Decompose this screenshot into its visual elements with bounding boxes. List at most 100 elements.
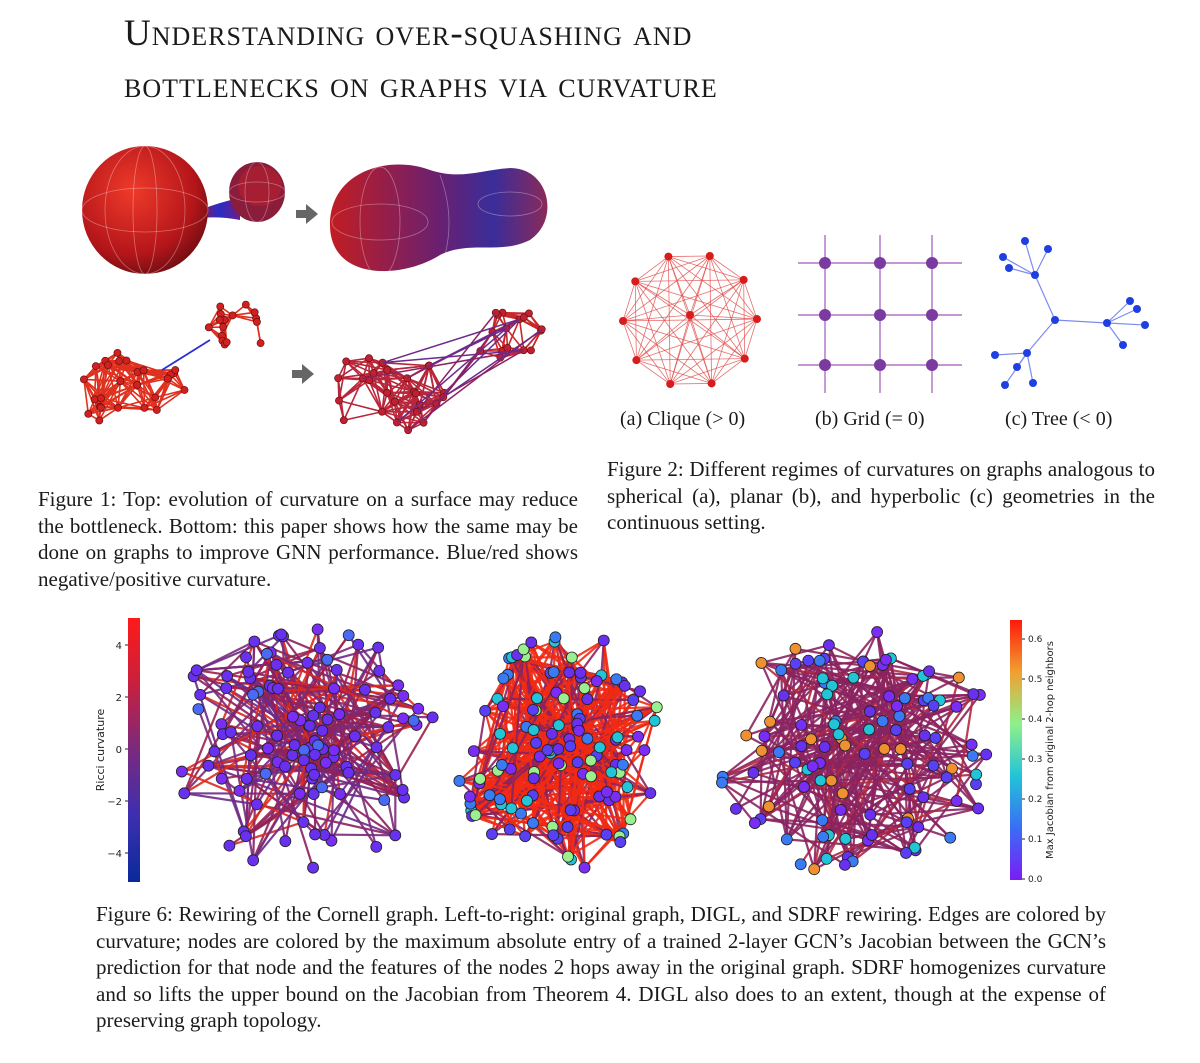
graph-node [795,740,808,753]
graph-node [383,388,392,397]
graph-node [479,704,492,717]
graph-node [407,714,420,727]
graph-node [242,665,255,678]
graph-edge [622,706,658,834]
graph-node [133,381,142,389]
subcaption-grid: (b) Grid (= 0) [815,408,925,430]
graph-node [342,629,355,642]
graph-node [541,744,554,756]
clique-edge [622,320,671,385]
graph-node [222,338,231,347]
graph-node [384,692,397,705]
graph-edge [100,397,145,409]
graph-edge [780,669,973,746]
arrow-icon [292,370,302,378]
graph-edge [278,634,399,687]
graph-node [250,798,263,811]
graph-node [503,343,512,352]
clique-edge [670,383,712,385]
graph-edge [136,384,158,411]
graph-edge [761,715,900,752]
graph-node [632,730,644,743]
graph-node [228,311,237,320]
rewired-edge [416,349,525,413]
tree-graph [991,237,1149,389]
clique-node [740,354,749,363]
grid-node [874,309,886,321]
jacobian-tick: 0.4 [1022,715,1043,725]
graph-node [397,689,410,702]
graph-node [335,396,343,405]
graph-edge [343,378,364,421]
grid-graph [798,235,962,393]
graph-edge [229,821,304,847]
graph-node [328,682,340,695]
graph-node [917,791,930,804]
graph-edge [373,372,408,380]
graph-node [396,784,409,796]
graph-edge [827,644,871,731]
graph-node [547,666,560,678]
tree-node [1119,341,1127,349]
graph-node [215,772,228,785]
clique-edge [634,281,637,361]
graph-edge [505,327,525,351]
graph-node [813,654,826,667]
ricci-tick: 2 [116,693,128,704]
graph-node [271,729,284,742]
graph-edge [600,675,617,741]
graph-node [610,673,623,686]
graph-edge [307,661,404,697]
original-small-cluster [204,300,265,349]
ricci-tick: −4 [107,849,128,860]
figure2-graphs [619,235,1149,393]
graph-edge [852,676,979,810]
graph-node [247,688,259,701]
graph-node [309,828,321,841]
graph-node [311,623,324,636]
clique-edge [635,279,744,282]
graph-node [307,709,320,722]
graph-node [600,828,613,841]
graph-edge [337,357,370,379]
tree-node [1051,316,1059,324]
clique-edge [689,314,712,384]
tree-edge [1034,274,1056,321]
graph-node [747,766,760,779]
graph-node [297,816,310,829]
clique-edge [622,314,691,322]
graph-node [906,673,919,686]
graph-node [307,788,320,801]
graph-node [114,403,122,412]
graph-node [180,386,189,394]
graph-edge [754,678,914,824]
graph-edge [239,765,286,792]
clique-node [619,316,628,325]
graph-edge [777,751,816,870]
tree-edge [1008,267,1036,276]
graph-node [923,665,936,678]
graph-edge [83,352,118,381]
clique-edge [743,279,758,320]
clique-edge [622,256,669,322]
graph-edge [257,691,287,842]
graph-edge [208,306,221,328]
graph-node [314,642,326,654]
graph-node [839,739,852,752]
tree-node [991,351,999,359]
original-big-cluster [80,348,189,425]
graph-node [241,300,250,309]
graph-edge [508,657,537,711]
graph-node [775,664,788,677]
graph-node [297,754,310,767]
jacobian-tick: 0.2 [1022,795,1042,805]
graph-edge [569,773,585,860]
graph-node [220,682,233,695]
graph-node [581,693,594,706]
graph-node [597,634,610,647]
graph-node [97,394,105,403]
paper-title: Understanding over-squashing and bottlen… [124,8,1084,112]
graph-edge [119,380,158,411]
graph-node [634,685,646,698]
clique-edge [668,256,758,320]
